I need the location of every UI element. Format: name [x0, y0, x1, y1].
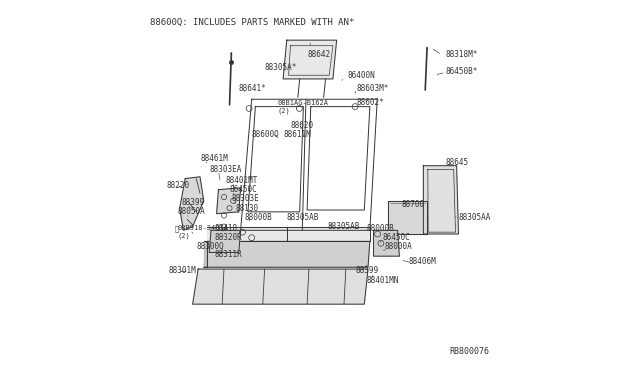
Text: 88305A*: 88305A* — [264, 63, 297, 72]
Text: RB800076: RB800076 — [450, 347, 490, 356]
Polygon shape — [388, 201, 427, 234]
Text: 88700: 88700 — [401, 200, 424, 209]
Text: 88641*: 88641* — [239, 84, 266, 93]
Text: (2): (2) — [178, 232, 191, 239]
Text: 86450C: 86450C — [383, 233, 410, 242]
Text: 88301M: 88301M — [168, 266, 196, 275]
Text: 88401MN: 88401MN — [366, 276, 399, 285]
Text: 88401MT: 88401MT — [226, 176, 258, 185]
Text: 88300Q: 88300Q — [196, 243, 224, 251]
Text: 88000B: 88000B — [244, 213, 272, 222]
Text: 88399: 88399 — [355, 266, 378, 275]
Text: 88130: 88130 — [235, 203, 258, 213]
Text: 88320R: 88320R — [215, 233, 243, 242]
Text: 88220: 88220 — [167, 182, 190, 190]
Text: 88642: 88642 — [307, 51, 330, 60]
Text: 88050A: 88050A — [178, 207, 205, 217]
Text: 88318M*: 88318M* — [445, 51, 478, 60]
Polygon shape — [204, 241, 370, 267]
Polygon shape — [207, 227, 370, 241]
Polygon shape — [180, 177, 204, 230]
Text: (2): (2) — [278, 107, 291, 113]
Text: 88461M: 88461M — [200, 154, 228, 163]
Text: 88305AB: 88305AB — [328, 222, 360, 231]
Text: 88303E: 88303E — [232, 195, 259, 203]
Polygon shape — [374, 230, 399, 256]
Text: 86400N: 86400N — [348, 71, 376, 80]
Text: 88603M*: 88603M* — [357, 84, 389, 93]
Text: 86450C: 86450C — [230, 185, 257, 194]
Text: 88600Q: INCLUDES PARTS MARKED WITH AN*: 88600Q: INCLUDES PARTS MARKED WITH AN* — [150, 18, 355, 27]
Text: 88600Q: 88600Q — [252, 130, 280, 139]
Polygon shape — [216, 188, 241, 214]
Text: 88406M: 88406M — [408, 257, 436, 266]
Text: 88000B: 88000B — [366, 224, 394, 233]
Text: Ⓝ: Ⓝ — [174, 225, 179, 232]
Text: 88645: 88645 — [445, 157, 468, 167]
Text: 88620: 88620 — [291, 121, 314, 129]
Polygon shape — [209, 230, 241, 253]
Text: 88305AB: 88305AB — [287, 213, 319, 222]
Text: 86450B*: 86450B* — [445, 67, 478, 76]
Text: 88305AA: 88305AA — [458, 213, 491, 222]
Text: 88418: 88418 — [215, 224, 238, 233]
Text: 88399: 88399 — [182, 198, 205, 207]
Text: 88611M: 88611M — [283, 130, 311, 139]
Text: 88311R: 88311R — [215, 250, 243, 259]
Text: 88303EA: 88303EA — [209, 165, 242, 174]
Polygon shape — [204, 241, 207, 267]
Polygon shape — [193, 269, 368, 304]
Text: 08B1AG-B162A: 08B1AG-B162A — [278, 100, 328, 106]
Text: 88000A: 88000A — [385, 243, 412, 251]
Text: 08B918-3401A: 08B918-3401A — [178, 225, 229, 231]
Text: 88602*: 88602* — [357, 99, 385, 108]
Polygon shape — [424, 166, 458, 234]
Polygon shape — [283, 40, 337, 79]
